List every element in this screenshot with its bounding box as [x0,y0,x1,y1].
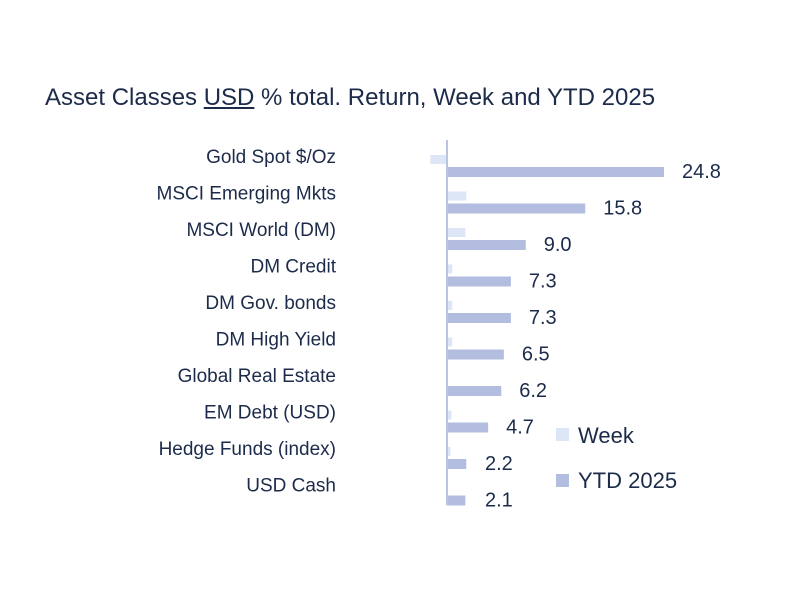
data-label: 9.0 [544,234,572,256]
ytd-bar [447,495,466,506]
data-label: 2.2 [485,453,513,475]
week-bar [430,155,447,164]
week-bar [447,228,466,237]
category-label: DM High Yield [216,330,336,351]
data-label: 7.3 [529,307,557,329]
data-label: 7.3 [529,271,557,293]
category-label: MSCI World (DM) [186,220,336,241]
category-label: DM Gov. bonds [205,293,336,314]
week-bar [447,301,453,310]
chart-title-before: Asset Classes [45,84,204,111]
legend-label-ytd: YTD 2025 [578,468,677,493]
category-label: Gold Spot $/Oz [206,147,336,168]
category-label: USD Cash [246,476,336,497]
category-label: DM Credit [250,257,336,278]
ytd-bar [447,313,511,323]
data-label: 4.7 [506,417,534,439]
category-label: Global Real Estate [178,366,336,387]
week-bar [447,410,452,420]
legend-swatch-week [556,428,569,441]
data-label: 6.2 [519,380,547,402]
chart-title-underlined: USD [203,84,255,111]
ytd-bar [447,276,511,287]
week-bar [447,191,467,201]
category-label: MSCI Emerging Mkts [157,184,336,205]
data-label: 2.1 [485,490,513,512]
ytd-bar [447,203,586,214]
week-bar [447,447,451,456]
legend-swatch-ytd [556,474,569,487]
ytd-bar [447,386,502,396]
ytd-bar [447,459,467,469]
week-bar [447,337,453,347]
data-label: 24.8 [682,161,721,183]
ytd-bar [447,240,526,250]
chart-title-after: % total. Return, Week and YTD 2025 [254,84,656,111]
category-label: EM Debt (USD) [204,403,336,424]
ytd-bar [447,349,504,360]
ytd-bar [447,422,489,433]
legend-label-week: Week [578,423,635,448]
data-label: 6.5 [522,344,550,366]
category-label: Hedge Funds (index) [159,439,336,460]
week-bar [447,264,453,274]
ytd-bar [447,167,664,177]
chart-title: Asset Classes USD % total. Return, Week … [45,84,655,112]
data-label: 15.8 [603,198,642,220]
